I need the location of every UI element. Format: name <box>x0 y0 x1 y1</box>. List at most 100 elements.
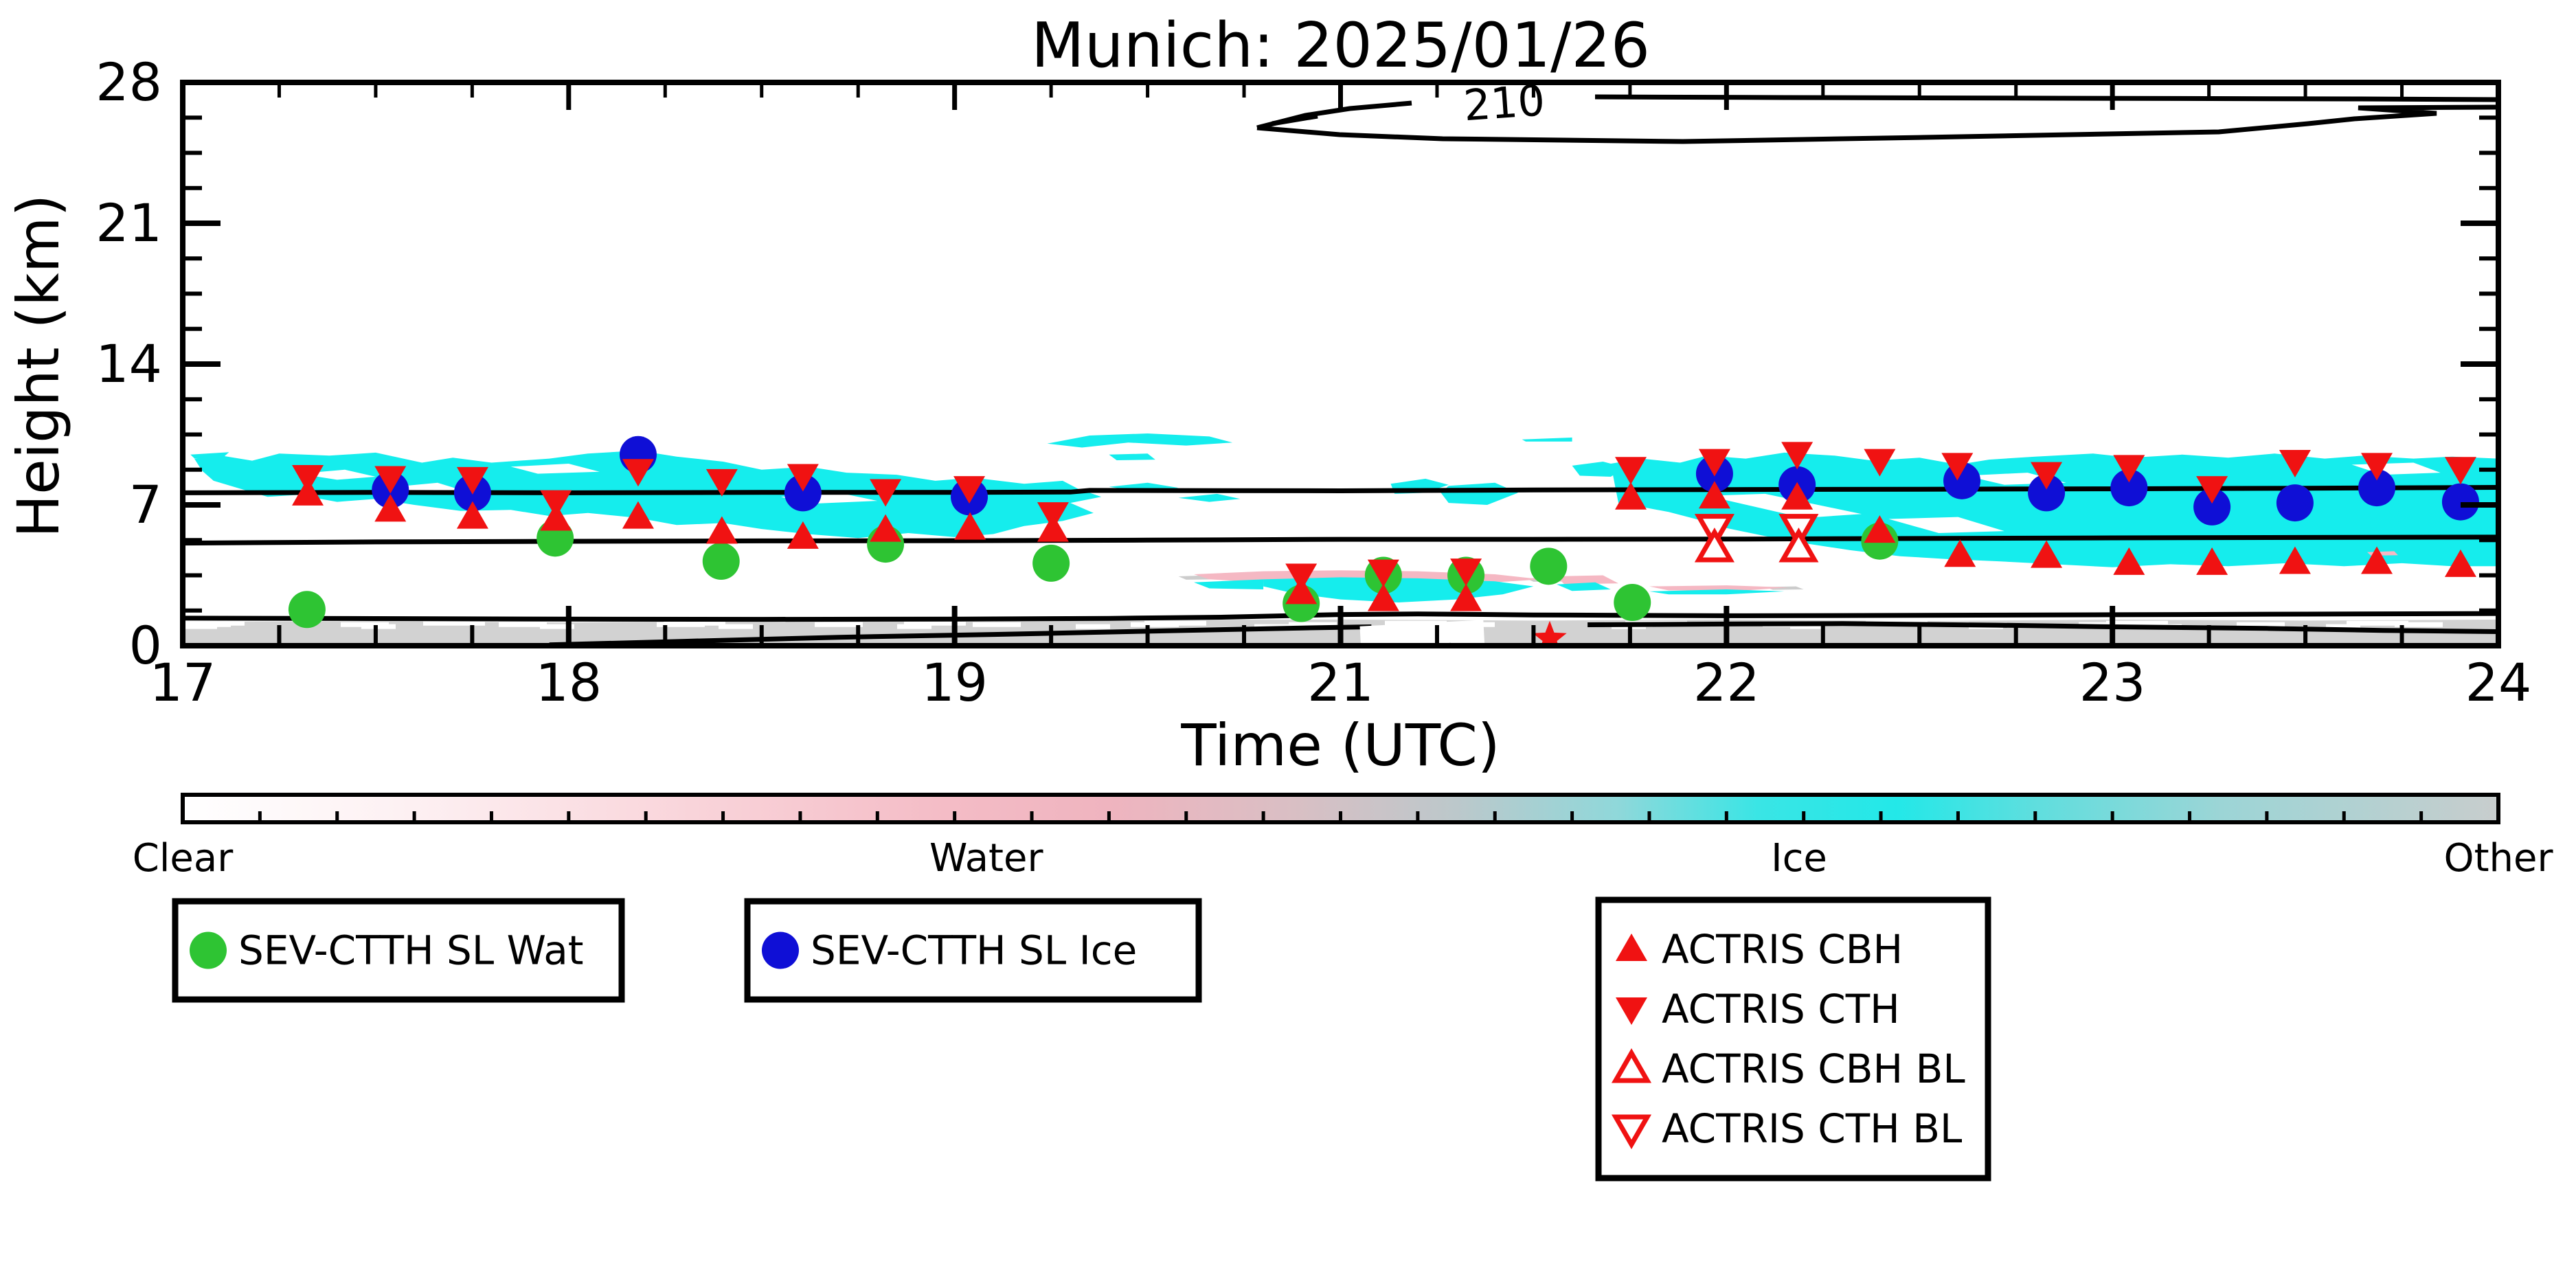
marker-triangle-down <box>622 459 654 487</box>
marker-triangle-down-open <box>1611 1114 1652 1150</box>
marker-circle <box>784 474 822 512</box>
marker-triangle-down <box>1864 449 1896 477</box>
ice-frag-region <box>1109 453 1155 460</box>
marker-triangle-up <box>870 514 902 542</box>
marker-triangle-up <box>1614 482 1647 510</box>
legend-box-2: SEV-CTTH SL Ice <box>744 898 1202 1003</box>
marker-triangle-up <box>705 516 738 544</box>
marker-star <box>1533 620 1567 646</box>
legend-frame <box>744 898 1202 1003</box>
water-patch-region <box>1557 575 1618 585</box>
c210-lower <box>1256 104 2498 144</box>
legend-frame <box>172 898 625 1003</box>
marker-triangle-down <box>374 466 407 494</box>
marker-circle <box>762 931 799 969</box>
isoline-upper-mid <box>183 485 2498 495</box>
marker-triangle-up <box>954 512 986 540</box>
marker-triangle-down <box>2196 476 2228 504</box>
marker-triangle-up-open <box>1694 527 1735 563</box>
x-tick-label: 23 <box>2079 652 2146 713</box>
marker-triangle-up <box>2196 547 2228 575</box>
x-axis-label: Time (UTC) <box>1181 712 1500 779</box>
y-tick-label: 7 <box>129 474 162 535</box>
marker-triangle-up <box>374 494 407 522</box>
legend-frame <box>1595 896 1991 1182</box>
x-tick-label: 17 <box>150 652 216 713</box>
marker-triangle-down <box>1781 442 1814 470</box>
ice-low-thin-region <box>1649 589 1785 595</box>
cloud-gap <box>510 464 600 474</box>
c210-inner <box>1272 113 1318 126</box>
marker-circle <box>2110 469 2148 507</box>
isoline-270-left <box>549 624 1372 646</box>
marker-circle <box>702 543 740 580</box>
ice-high-streak-region <box>1047 433 1233 448</box>
marker-triangle-down <box>2361 453 2393 481</box>
colorbar-label-ice: Ice <box>1771 836 1827 881</box>
marker-triangle-up <box>292 477 324 506</box>
x-tick-label: 24 <box>2465 652 2532 713</box>
marker-circle <box>1032 544 1070 582</box>
marker-triangle-up <box>787 521 819 549</box>
marker-triangle-down <box>870 479 902 507</box>
chart-title: Munich: 2025/01/26 <box>1031 10 1650 82</box>
marker-triangle-up <box>2361 546 2393 574</box>
marker-triangle-down <box>2113 455 2145 483</box>
contour-label-bg <box>1440 82 1567 121</box>
marker-triangle-down <box>787 464 819 492</box>
marker-triangle-up <box>2113 547 2145 575</box>
marker-triangle-up <box>1864 515 1896 543</box>
marker-triangle-down <box>2279 450 2311 478</box>
legend-label: ACTRIS CBH BL <box>1662 1046 1965 1092</box>
marker-circle <box>2358 469 2396 507</box>
marker-triangle-down <box>705 468 738 497</box>
marker-triangle-up <box>2031 540 2063 568</box>
colorbar: Clear Water Ice Other <box>133 793 2553 881</box>
ice-low-bit-region <box>1557 582 1611 591</box>
marker-triangle-up <box>540 503 572 531</box>
marker-circle <box>2276 484 2314 522</box>
marker-circle <box>2441 483 2479 521</box>
marker-circle <box>190 931 227 969</box>
legend-label: ACTRIS CTH BL <box>1662 1105 1962 1152</box>
y-tick-label: 21 <box>95 192 162 253</box>
marker-triangle-up <box>622 501 654 529</box>
colorbar-label-water: Water <box>929 836 1044 881</box>
ice-mid-blob-region <box>1440 482 1518 505</box>
marker-triangle-down <box>1367 559 1399 587</box>
marker-triangle-down <box>2031 462 2063 490</box>
series-sev-ctth-sl-wat <box>288 519 1899 629</box>
contour-label-bg <box>1359 620 1487 646</box>
marker-triangle-up <box>2279 546 2311 574</box>
marker-circle <box>1530 547 1568 585</box>
water-thin-region <box>1649 585 1789 591</box>
contour-label-270: 270 <box>1381 634 1465 688</box>
marker-triangle-up <box>1944 539 1976 567</box>
cloud-gap <box>1888 517 2004 533</box>
ice-low-tail-region <box>1194 579 1264 589</box>
marker-circle <box>2028 474 2066 512</box>
legend-label: SEV-CTTH SL Wat <box>238 927 584 974</box>
marker-triangle-up <box>1781 482 1814 510</box>
marker-triangle-down <box>456 466 488 495</box>
marker-triangle-up <box>1698 481 1730 509</box>
marker-circle <box>2193 488 2231 526</box>
marker-triangle-down <box>1450 558 1482 587</box>
legend-box-1: SEV-CTTH SL Wat <box>172 898 625 1003</box>
marker-triangle-up <box>1037 514 1069 542</box>
ice-frag-region <box>1178 493 1241 502</box>
marker-triangle-down <box>1941 453 1974 481</box>
legend-label: ACTRIS CBH <box>1662 926 1903 973</box>
legend-label: ACTRIS CTH <box>1662 986 1900 1032</box>
marker-triangle-up <box>2444 549 2476 577</box>
marker-circle <box>288 591 326 629</box>
axes: 0 7 14 21 28 17 18 19 21 22 23 24 <box>95 52 2531 713</box>
marker-triangle-down <box>953 476 986 504</box>
marker-circle <box>1614 584 1651 622</box>
marker-triangle-up <box>1285 576 1318 605</box>
marker-triangle-up-open <box>1611 1048 1652 1083</box>
ice-high-thin-region <box>1522 437 1572 442</box>
